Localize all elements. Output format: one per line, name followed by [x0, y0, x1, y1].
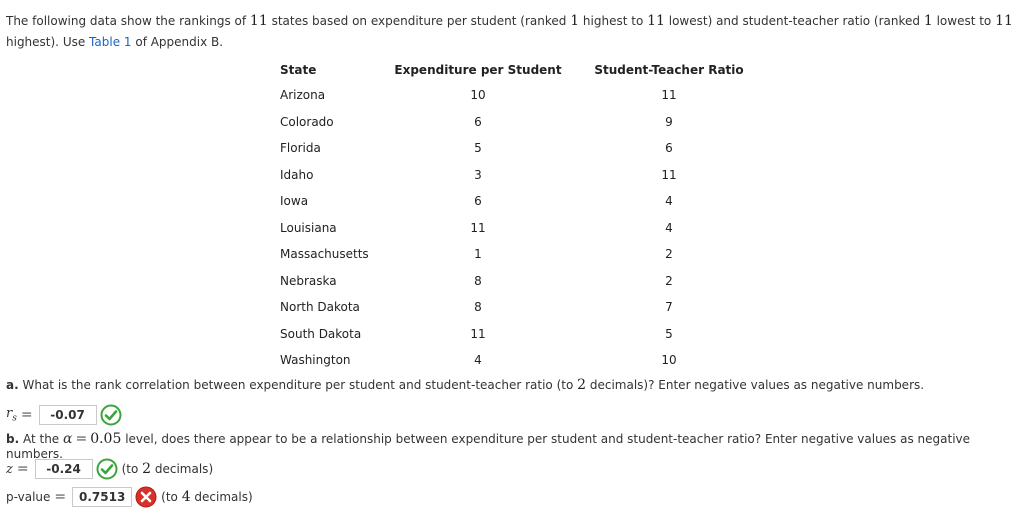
- table-1-link[interactable]: Table 1: [89, 35, 132, 49]
- table-row: Arizona 10 11: [276, 82, 758, 109]
- intro-text: lowest to: [932, 14, 996, 28]
- state-cell: North Dakota: [280, 300, 360, 315]
- table-row: South Dakota 11 5: [276, 321, 758, 348]
- state-cell: Idaho: [280, 167, 314, 182]
- expenditure-cell: 6: [474, 194, 482, 209]
- table-row: Nebraska 8 2: [276, 268, 758, 295]
- question-b-text: At the: [19, 432, 63, 446]
- intro-text: highest to: [579, 14, 648, 28]
- expenditure-cell: 8: [474, 273, 482, 288]
- intro-text: lowest) and student-teacher ratio (ranke…: [664, 14, 924, 28]
- ratio-cell: 7: [665, 300, 673, 315]
- ratio-cell: 9: [665, 114, 673, 129]
- question-a-number: 2: [577, 377, 587, 393]
- ratio-cell: 10: [661, 353, 677, 368]
- equals-sign: =: [16, 461, 29, 477]
- intro-number: 11: [995, 13, 1013, 29]
- header-state: State: [280, 63, 317, 77]
- question-b-text: level, does there appear to be a relatio…: [6, 432, 971, 461]
- rankings-table: State Expenditure per Student Student-Te…: [276, 58, 758, 374]
- state-cell: Nebraska: [280, 273, 337, 288]
- question-b-prefix: b.: [6, 432, 20, 446]
- table-row: Florida 5 6: [276, 135, 758, 162]
- expenditure-cell: 1: [474, 247, 482, 262]
- answer-z-line: z = -0.24 (to 2 decimals): [6, 458, 213, 480]
- header-expenditure: Expenditure per Student: [394, 63, 562, 77]
- state-cell: Massachusetts: [280, 247, 369, 262]
- state-cell: Washington: [280, 353, 351, 368]
- expenditure-cell: 10: [470, 88, 486, 103]
- z-hint: (to 2 decimals): [121, 461, 214, 477]
- state-cell: Florida: [280, 141, 321, 156]
- rs-answer-field[interactable]: -0.07: [38, 405, 97, 425]
- equals-sign: =: [54, 489, 67, 505]
- expenditure-cell: 5: [474, 141, 482, 156]
- table-body: Arizona 10 11 Colorado 6 9 Florida 5 6 Idaho 3 11 Io…: [276, 82, 758, 374]
- z-answer-field[interactable]: -0.24: [34, 459, 93, 479]
- expenditure-cell: 11: [470, 326, 486, 341]
- question-b: b. At the α = 0.05 level, does there appea…: [6, 431, 1024, 461]
- state-cell: South Dakota: [280, 326, 362, 341]
- state-cell: Iowa: [280, 194, 309, 209]
- table-row: Washington 4 10: [276, 347, 758, 374]
- state-cell: Arizona: [280, 88, 326, 103]
- intro-number: 11: [249, 13, 268, 29]
- question-a-text: What is the rank correlation between exp…: [18, 378, 578, 392]
- ratio-cell: 11: [661, 88, 677, 103]
- table-row: Iowa 6 4: [276, 188, 758, 215]
- ratio-cell: 4: [665, 194, 673, 209]
- p-value-label: p-value: [6, 490, 51, 504]
- intro-number: 1: [570, 13, 580, 29]
- p-value-hint: (to 4 decimals): [161, 489, 253, 505]
- expenditure-cell: 3: [474, 167, 482, 182]
- equals-sign: =: [20, 407, 33, 423]
- rs-label: rs: [6, 406, 17, 424]
- intro-number: 11: [647, 13, 665, 29]
- expenditure-cell: 4: [474, 353, 482, 368]
- alpha-value: 0.05: [90, 431, 122, 447]
- question-a-text: decimals)? Enter negative values as nega…: [586, 378, 925, 392]
- answer-rs-line: rs = -0.07: [6, 404, 122, 426]
- question-a: a. What is the rank correlation between …: [6, 377, 924, 393]
- ratio-cell: 2: [665, 247, 673, 262]
- state-cell: Louisiana: [280, 220, 337, 235]
- alpha-symbol: α: [63, 431, 73, 447]
- correct-check-icon: [100, 404, 122, 426]
- header-ratio: Student-Teacher Ratio: [594, 63, 744, 77]
- intro-text: highest). Use: [6, 35, 90, 49]
- expenditure-cell: 6: [474, 114, 482, 129]
- ratio-cell: 6: [665, 141, 673, 156]
- correct-check-icon: [96, 458, 118, 480]
- z-label: z: [6, 461, 13, 477]
- state-cell: Colorado: [280, 114, 334, 129]
- answer-p-line: p-value = 0.7513 (to 4 decimals): [6, 486, 253, 508]
- table-row: North Dakota 8 7: [276, 294, 758, 321]
- problem-intro: The following data show the rankings of …: [6, 11, 1016, 53]
- table-row: Idaho 3 11: [276, 162, 758, 189]
- table-header-row: State Expenditure per Student Student-Te…: [276, 58, 758, 82]
- intro-text: states based on expenditure per student …: [267, 14, 571, 28]
- p-value-answer-field[interactable]: 0.7513: [72, 487, 133, 507]
- ratio-cell: 2: [665, 273, 673, 288]
- question-a-prefix: a.: [6, 378, 19, 392]
- table-row: Colorado 6 9: [276, 109, 758, 136]
- intro-number: 1: [923, 13, 933, 29]
- expenditure-cell: 8: [474, 300, 482, 315]
- incorrect-x-icon: [135, 486, 157, 508]
- ratio-cell: 11: [661, 167, 677, 182]
- intro-text: of Appendix B.: [131, 35, 224, 49]
- ratio-cell: 5: [665, 326, 673, 341]
- equals-sign: =: [75, 431, 88, 447]
- intro-text: The following data show the rankings of: [6, 14, 250, 28]
- table-row: Massachusetts 1 2: [276, 241, 758, 268]
- table-row: Louisiana 11 4: [276, 215, 758, 242]
- ratio-cell: 4: [665, 220, 673, 235]
- expenditure-cell: 11: [470, 220, 486, 235]
